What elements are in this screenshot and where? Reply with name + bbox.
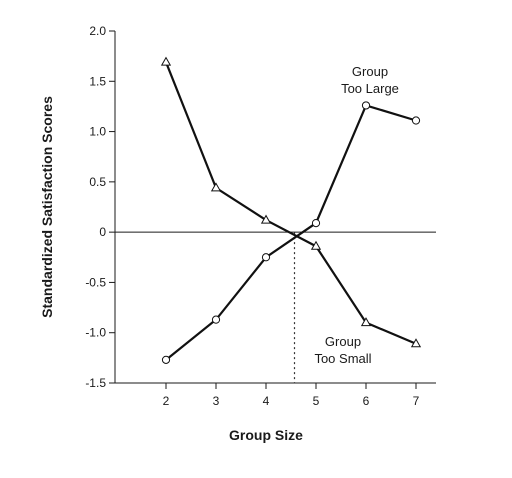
series-line — [165, 104, 417, 361]
circle-marker — [261, 253, 271, 262]
y-tick-label: 2.0 — [89, 24, 106, 38]
series-annotation: Group — [352, 64, 388, 79]
y-axis-title: Standardized Satisfaction Scores — [39, 96, 55, 318]
x-tick-label: 6 — [363, 394, 370, 408]
x-tick-label: 5 — [313, 394, 320, 408]
axes — [109, 30, 436, 389]
circle-marker — [361, 101, 371, 110]
x-tick-label: 2 — [163, 394, 170, 408]
triangle-marker — [410, 338, 422, 348]
series-annotation: Group — [325, 334, 361, 349]
x-tick-label: 4 — [263, 394, 270, 408]
triangle-marker — [210, 182, 222, 192]
circle-marker — [161, 355, 171, 364]
y-tick-label: 1.0 — [89, 125, 106, 139]
triangle-marker — [260, 214, 272, 224]
y-tick-label: 1.5 — [89, 74, 106, 88]
circle-marker — [411, 116, 421, 125]
y-tick-label: 0 — [99, 225, 106, 239]
series-annotation: Too Small — [314, 351, 371, 366]
y-tick-label: -1.0 — [85, 326, 106, 340]
triangle-marker — [310, 240, 322, 250]
y-tick-label: -1.5 — [85, 376, 106, 390]
chart-marks — [160, 56, 422, 383]
series-annotation: Too Large — [341, 81, 399, 96]
x-axis-title: Group Size — [229, 427, 303, 443]
triangle-marker — [160, 56, 172, 66]
triangle-marker — [360, 317, 372, 327]
x-tick-label: 7 — [413, 394, 420, 408]
chart-labels: 2.0 1.5 1.0 0.5 0 -0.5 -1.0 -1.5 2 3 4 5 6 7 Group Too … — [39, 24, 420, 443]
series-line — [164, 61, 417, 345]
y-tick-label: 0.5 — [89, 175, 106, 189]
circle-marker — [311, 218, 321, 228]
circle-marker — [211, 315, 221, 324]
y-tick-label: -0.5 — [85, 275, 106, 289]
x-tick-label: 3 — [213, 394, 220, 408]
